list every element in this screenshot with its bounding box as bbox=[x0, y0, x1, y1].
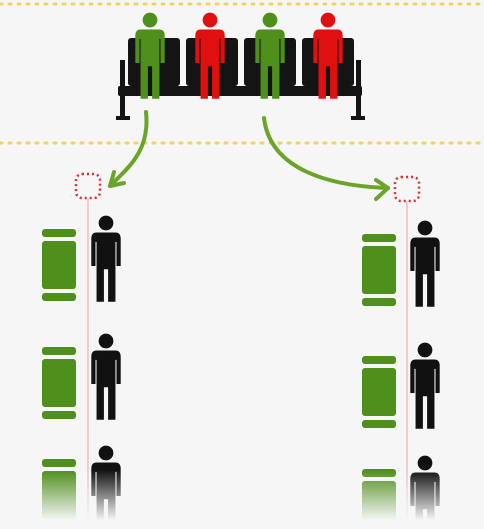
right-queue-counter-1 bbox=[362, 234, 396, 306]
left-queue-person-1 bbox=[91, 215, 121, 302]
bottom-fade bbox=[0, 470, 484, 529]
right-queue-counter-2 bbox=[362, 356, 396, 428]
right-queue-target-icon bbox=[393, 175, 421, 203]
right-queue-person-1 bbox=[410, 220, 440, 307]
left-queue-counter-2 bbox=[42, 347, 76, 419]
right-queue-person-2 bbox=[410, 342, 440, 429]
left-queue-person-2 bbox=[91, 333, 121, 420]
left-queue-target-icon bbox=[74, 172, 102, 200]
left-queue-counter-1 bbox=[42, 229, 76, 301]
arrow-to-left-queue bbox=[108, 110, 149, 188]
arrow-left-head-icon bbox=[108, 170, 126, 188]
arrow-right-head-icon bbox=[374, 178, 390, 201]
waiting-bench bbox=[116, 12, 365, 120]
arrow-to-right-queue bbox=[262, 116, 390, 201]
